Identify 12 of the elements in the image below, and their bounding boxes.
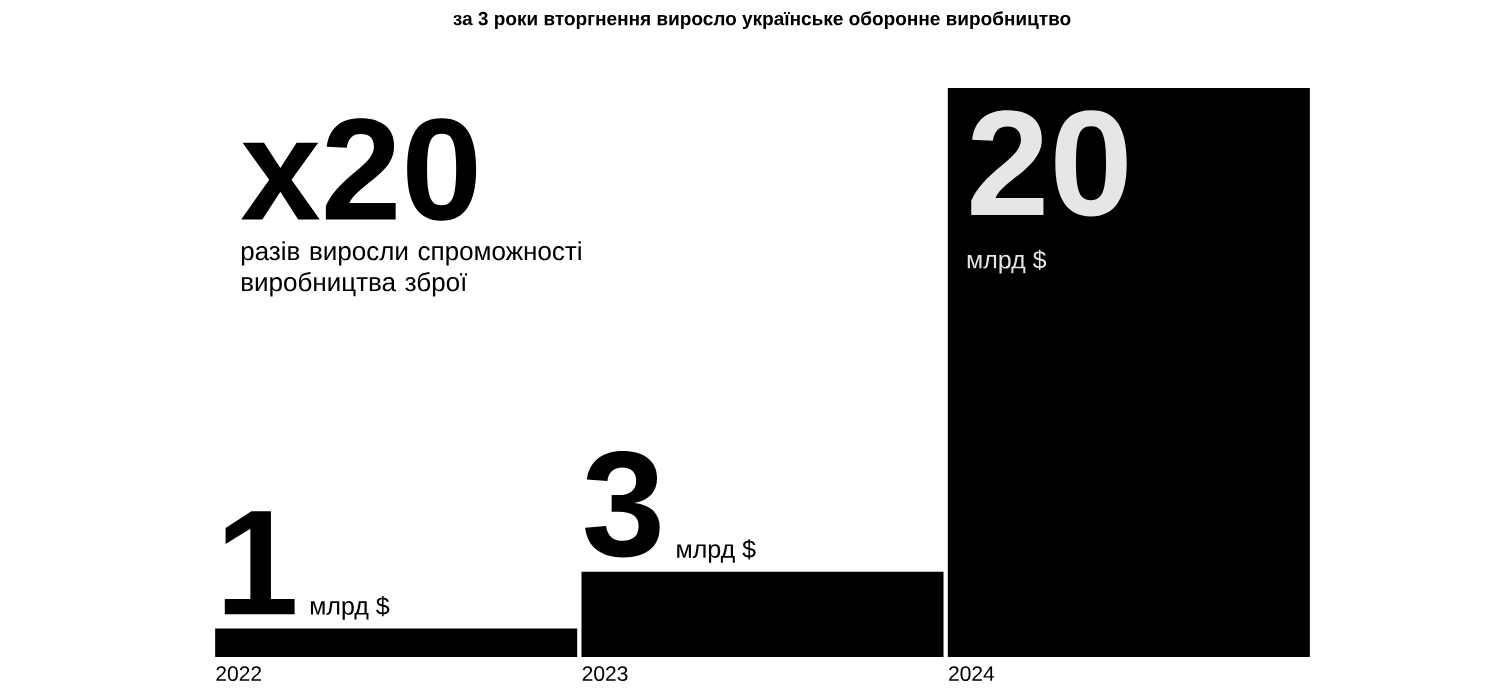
annotation: млрд $ [310,596,390,620]
x-tick-label: 2024 [949,666,995,682]
x-tick-label: 2023 [582,666,628,682]
annotation: млрд $ [677,539,756,563]
chart-title: за 3 роки вторгнення виросло українське оборонне виробництво [453,11,1071,30]
x-tick-label: 2022 [216,666,261,682]
data-label: 20 [971,110,1127,217]
annotation: x20 [241,118,477,221]
annotation: млрд $ [967,249,1047,274]
data-label: 3 [585,451,660,558]
annotation: разів виросли спроможності виробництва зброї [241,241,581,297]
data-label: 1 [224,511,295,615]
